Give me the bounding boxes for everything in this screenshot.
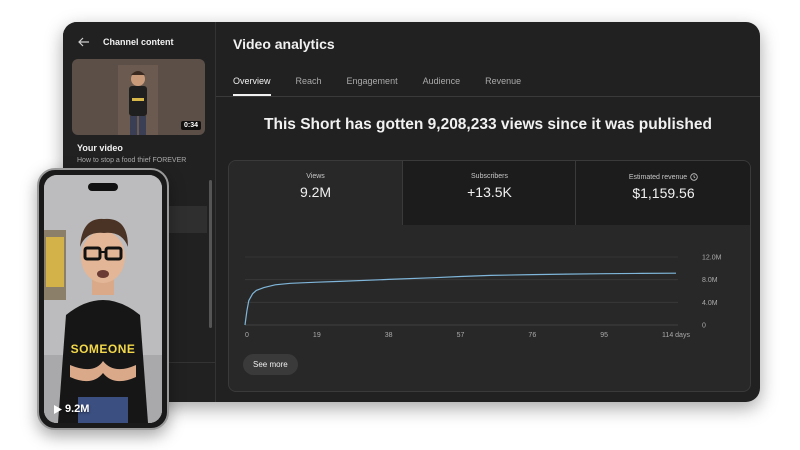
play-icon	[54, 404, 62, 414]
metric-value: +13.5K	[467, 184, 512, 200]
y-tick-label: 4.0M	[702, 300, 718, 307]
metric-label: Views	[306, 173, 325, 180]
x-tick-label: 38	[385, 332, 393, 339]
sidebar-scrollbar[interactable]	[209, 180, 212, 328]
sidebar-header: Channel content	[77, 32, 174, 52]
tab-reach[interactable]: Reach	[295, 76, 322, 86]
duration-badge: 0:34	[180, 121, 201, 130]
phone-notch	[88, 183, 118, 191]
tab-overview[interactable]: Overview	[233, 76, 271, 96]
x-tick-label: 0	[245, 332, 249, 339]
metric-label: Estimated revenue	[628, 173, 688, 181]
x-tick-label: 19	[313, 332, 321, 339]
short-views-value: 9.2M	[65, 403, 90, 415]
x-tick-label: 95	[600, 332, 608, 339]
sidebar-title: Channel content	[103, 37, 174, 47]
tab-engagement[interactable]: Engagement	[346, 76, 398, 86]
phone-mockup: SOMEONE 9.2M	[37, 168, 169, 430]
x-tick-label: 76	[528, 332, 536, 339]
main-panel: Video analytics Overview Reach Engagemen…	[216, 22, 760, 402]
tabs-divider	[216, 96, 760, 97]
metric-label: Subscribers	[471, 173, 508, 180]
page-title: Video analytics	[233, 36, 335, 52]
short-video-frame: SOMEONE 9.2M	[44, 175, 162, 423]
metric-estimated-revenue[interactable]: Estimated revenue $1,159.56	[575, 161, 750, 225]
metric-value: $1,159.56	[632, 185, 695, 201]
tab-revenue[interactable]: Revenue	[485, 76, 522, 86]
x-tick-label: 114 days	[662, 332, 690, 339]
metrics-card: Views 9.2M Subscribers +13.5K Estimated …	[228, 160, 751, 392]
video-title: How to stop a food thief FOREVER	[77, 157, 187, 164]
shirt-text: SOMEONE	[70, 342, 136, 356]
thumbnail-person-image	[118, 65, 158, 135]
back-arrow-icon[interactable]	[77, 35, 91, 49]
clock-info-icon[interactable]	[690, 173, 698, 181]
see-more-button[interactable]: See more	[243, 354, 298, 375]
views-series-line	[244, 272, 677, 326]
metric-value: 9.2M	[299, 184, 332, 200]
short-video-person-image	[44, 175, 162, 423]
video-thumbnail[interactable]: 0:34	[72, 59, 205, 135]
metric-views[interactable]: Views 9.2M	[229, 161, 402, 225]
y-tick-label: 0	[702, 323, 706, 330]
views-headline: This Short has gotten 9,208,233 views si…	[264, 116, 712, 133]
x-tick-label: 57	[457, 332, 465, 339]
metric-subscribers[interactable]: Subscribers +13.5K	[402, 161, 576, 225]
short-views-count: 9.2M	[54, 403, 89, 415]
views-line-chart: 12.0M 8.0M 4.0M 0 0 19 38 57 76 95 114 days	[244, 255, 722, 339]
your-video-heading: Your video	[77, 143, 123, 153]
y-tick-label: 8.0M	[702, 277, 718, 284]
tab-audience[interactable]: Audience	[422, 76, 461, 86]
tab-bar: Overview Reach Engagement Audience Reven…	[233, 76, 546, 96]
y-tick-label: 12.0M	[702, 255, 722, 262]
